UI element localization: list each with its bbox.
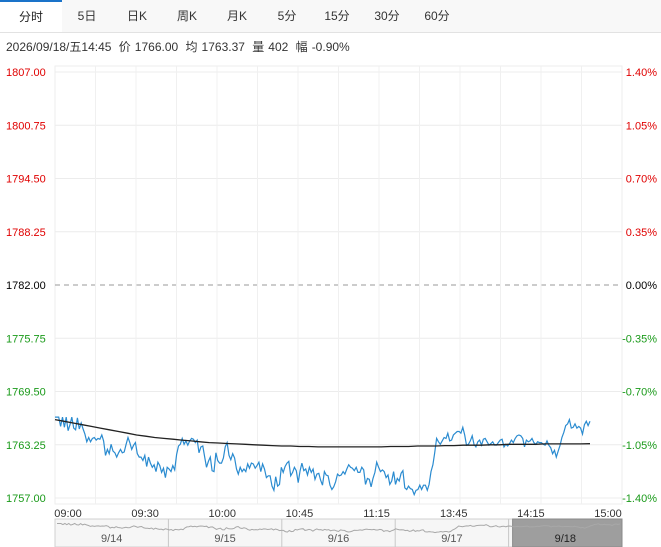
x-tick-label: 09:00 [54,508,82,520]
tab-weekly-k[interactable]: 周K [176,9,197,23]
change-value: -0.90% [311,40,350,54]
quote-info-bar: 2026/09/18/五14:45 价 1766.00 均 1763.37 量 402… [6,38,354,55]
y-tick-label-right: 1.05% [626,120,657,132]
quote-datetime: 2026/09/18/五14:45 [6,40,112,54]
y-tick-label-left: 1775.75 [6,333,46,345]
x-tick-label: 10:00 [209,508,237,520]
x-tick-label: 11:15 [363,508,390,520]
tab-30min[interactable]: 30分 [374,9,400,23]
y-tick-label-right: 0.35% [626,227,657,239]
x-tick-label: 15:00 [594,508,622,520]
avg-label: 均 [185,40,198,54]
overview-date-label: 9/17 [441,533,462,545]
volume-label: 量 [252,40,265,54]
change-label: 幅 [295,40,308,54]
tab-5min[interactable]: 5分 [277,9,297,23]
overview-date-label: 9/18 [555,533,576,545]
price-value: 1766.00 [134,40,179,54]
tab-15min[interactable]: 15分 [324,9,350,23]
period-tabs: 分时 5日 日K 周K 月K 5分 15分 30分 60分 [0,0,661,33]
y-tick-label-left: 1769.50 [6,387,46,399]
y-tick-label-right: 0.70% [626,174,657,186]
y-tick-label-left: 1807.00 [6,67,46,79]
overview-date-label: 9/16 [328,533,349,545]
y-tick-label-left: 1757.00 [6,493,46,505]
y-tick-label-right: 1.40% [626,67,657,79]
overview-selected-window [512,518,623,547]
tab-daily-k[interactable]: 日K [126,9,147,23]
y-tick-label-left: 1800.75 [6,120,46,132]
y-tick-label-right: -1.05% [622,440,657,452]
tab-intraday[interactable]: 分时 [0,0,62,32]
price-line [55,416,591,497]
y-tick-label-left: 1788.25 [6,227,46,239]
y-tick-label-right: -0.35% [622,333,657,345]
volume-value: 402 [268,40,289,54]
tab-60min[interactable]: 60分 [424,9,450,23]
overview-date-label: 9/15 [214,533,235,545]
price-label: 价 [118,40,131,54]
avg-value: 1763.37 [201,40,245,54]
x-tick-label: 14:15 [517,508,545,520]
tab-monthly-k[interactable]: 月K [226,9,247,23]
average-line [54,418,591,448]
y-tick-label-right: -0.70% [622,387,657,399]
y-tick-label-right: -1.40% [622,493,657,505]
x-tick-label: 10:45 [286,508,314,520]
overview-trace [57,522,621,534]
tab-5day[interactable]: 5日 [77,9,97,23]
overview-date-label: 9/14 [101,533,122,545]
y-tick-label-left: 1763.25 [6,440,46,452]
x-tick-label: 09:30 [131,508,159,520]
y-tick-label-left: 1782.00 [6,280,46,292]
y-tick-label-left: 1794.50 [6,174,46,186]
x-tick-label: 13:45 [440,508,468,520]
y-tick-label-right: 0.00% [626,280,657,292]
